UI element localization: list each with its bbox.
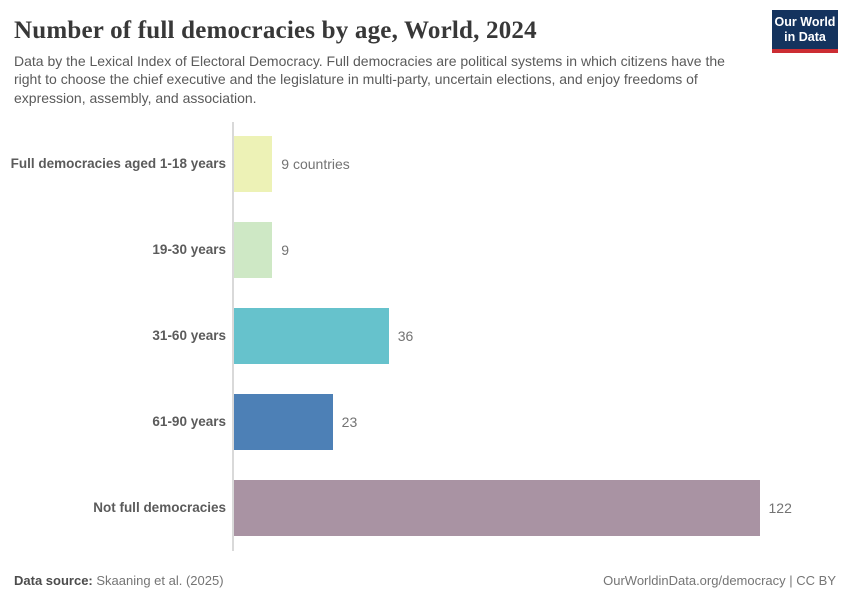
chart-title: Number of full democracies by age, World…	[14, 17, 537, 44]
bar-chart: Full democracies aged 1-18 years 9 countr…	[0, 121, 850, 552]
bar-row: 61-90 years 23	[0, 379, 850, 465]
bar-row: Not full democracies 122	[0, 465, 850, 551]
category-label: 19-30 years	[152, 241, 226, 257]
bar-value-label: 9 countries	[281, 156, 350, 173]
bar[interactable]	[233, 308, 389, 365]
bar-value-label: 23	[341, 414, 358, 431]
credit-line: OurWorldinData.org/democracy | CC BY	[603, 573, 836, 588]
y-axis-line	[232, 122, 234, 552]
bar[interactable]	[233, 480, 760, 537]
category-label: 61-90 years	[152, 413, 226, 429]
owid-logo-line2: in Data	[784, 29, 826, 44]
chart-subtitle: Data by the Lexical Index of Electoral D…	[14, 53, 725, 106]
bar-row: Full democracies aged 1-18 years 9 countr…	[0, 121, 850, 207]
data-source-label: Data source:	[14, 573, 93, 588]
bar[interactable]	[233, 136, 273, 193]
bar[interactable]	[233, 222, 273, 279]
bar-row: 31-60 years 36	[0, 293, 850, 379]
bar-value-label: 36	[397, 328, 414, 345]
owid-logo-line1: Our World	[774, 15, 836, 29]
bar-row: 19-30 years 9	[0, 207, 850, 293]
owid-logo: Our World in Data	[772, 10, 838, 53]
bar[interactable]	[233, 394, 333, 451]
chart-footer: Data source: Skaaning et al. (2025) OurW…	[14, 573, 836, 588]
bar-value-label: 122	[768, 500, 792, 517]
category-label: 31-60 years	[152, 327, 226, 343]
category-label: Not full democracies	[93, 499, 226, 515]
chart-header: Number of full democracies by age, World…	[0, 0, 850, 107]
data-source: Data source: Skaaning et al. (2025)	[14, 573, 224, 588]
data-source-value: Skaaning et al. (2025)	[92, 573, 224, 588]
bar-value-label: 9	[281, 242, 290, 259]
bar-rows: Full democracies aged 1-18 years 9 countr…	[0, 121, 850, 551]
category-label: Full democracies aged 1-18 years	[10, 155, 226, 171]
